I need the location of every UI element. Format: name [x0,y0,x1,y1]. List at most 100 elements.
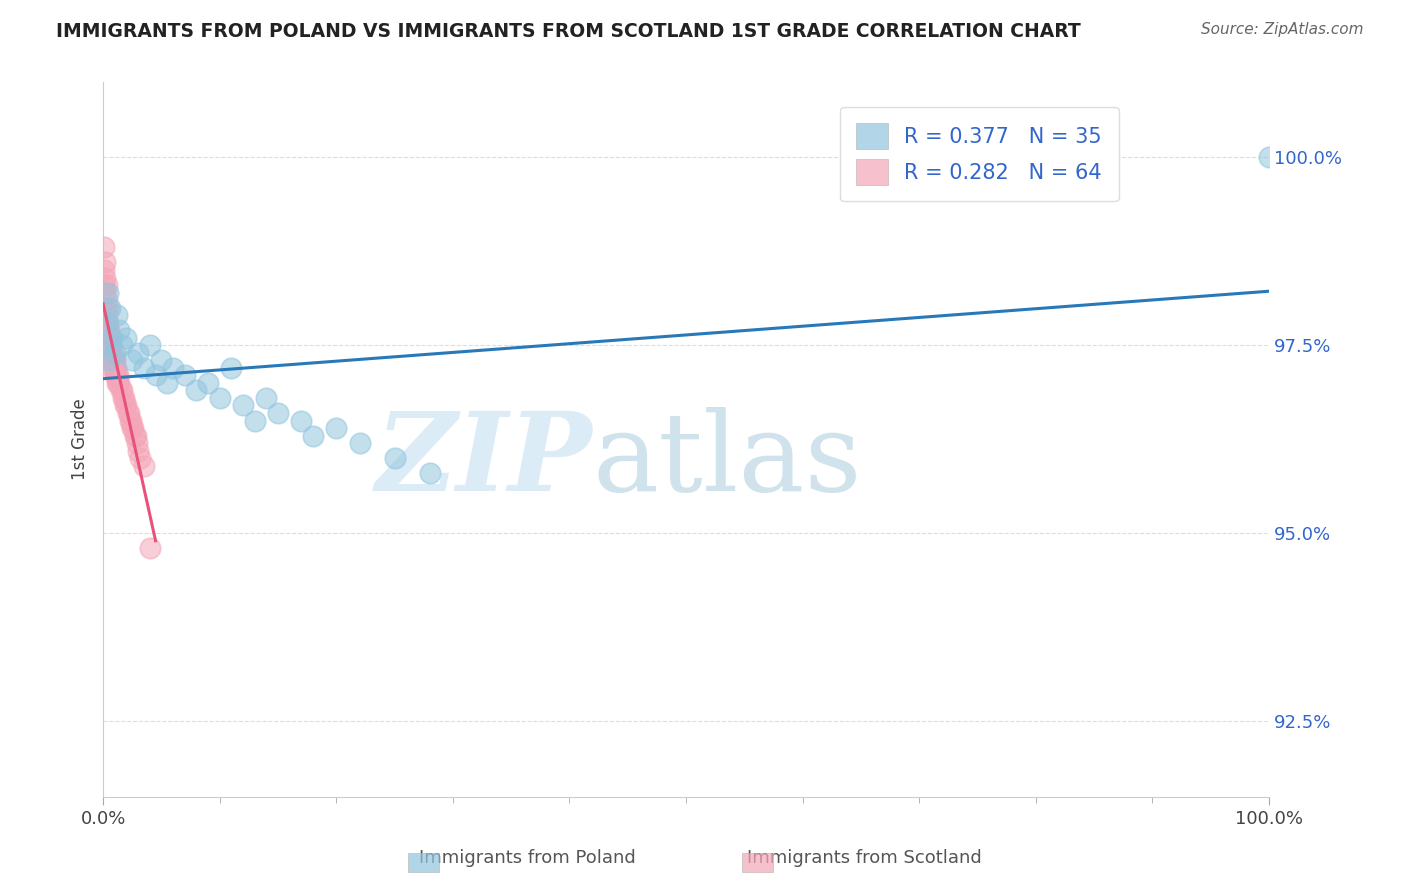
Point [101,353,124,368]
Point [104,353,127,368]
Point [97,346,120,360]
Point [96,323,118,337]
Point [254,391,277,405]
Text: IMMIGRANTS FROM POLAND VS IMMIGRANTS FROM SCOTLAND 1ST GRADE CORRELATION CHART: IMMIGRANTS FROM POLAND VS IMMIGRANTS FRO… [56,22,1081,41]
Point [173,368,195,383]
Point [94,255,117,269]
Point [100,338,122,352]
Point [125,428,148,442]
Point [232,399,254,413]
Point [243,413,266,427]
Point [101,346,124,360]
Point [104,360,127,375]
Point [97,285,120,300]
Point [97,316,120,330]
Point [267,406,290,420]
Y-axis label: 1st Grade: 1st Grade [72,399,89,480]
Point [100,353,122,368]
Point [97,338,120,352]
Point [1258,150,1281,164]
Point [208,391,231,405]
Point [94,285,117,300]
Point [101,331,124,345]
Point [117,406,139,420]
Point [186,384,208,398]
Point [97,338,120,352]
Point [97,331,120,345]
Point [114,399,136,413]
Legend: R = 0.377   N = 35, R = 0.282   N = 64: R = 0.377 N = 35, R = 0.282 N = 64 [839,107,1119,202]
Point [197,376,219,390]
Point [156,376,179,390]
Point [103,360,125,375]
Point [94,338,117,352]
Point [120,413,142,427]
Point [302,428,325,442]
Point [105,368,128,383]
Point [101,360,124,375]
Point [111,338,134,352]
Point [108,376,131,390]
Point [145,368,167,383]
Point [96,293,118,307]
Point [108,323,131,337]
Point [94,270,117,285]
Point [150,353,173,368]
Point [98,338,121,352]
Point [127,346,149,360]
Point [97,331,120,345]
Point [325,421,347,435]
Point [98,301,121,315]
Point [127,443,149,458]
Point [97,353,120,368]
Point [419,466,441,480]
Text: Source: ZipAtlas.com: Source: ZipAtlas.com [1201,22,1364,37]
Point [96,316,118,330]
Point [96,338,118,352]
Point [107,368,129,383]
Point [100,346,122,360]
Point [104,368,127,383]
Point [93,240,115,254]
Point [112,391,135,405]
Text: Immigrants from Scotland: Immigrants from Scotland [748,849,981,867]
Point [384,451,406,466]
Point [118,413,141,427]
Point [97,323,120,337]
Point [221,360,243,375]
Point [121,353,143,368]
Point [124,428,146,442]
Point [96,316,118,330]
Point [98,346,121,360]
Point [105,376,128,390]
Point [107,376,129,390]
Point [118,406,141,420]
Point [290,413,312,427]
Point [104,346,127,360]
Point [139,338,162,352]
Point [121,421,143,435]
Point [129,451,152,466]
Point [104,368,127,383]
Text: Immigrants from Poland: Immigrants from Poland [419,849,636,867]
Point [96,278,118,293]
Point [115,331,138,345]
Point [132,360,155,375]
Point [97,346,120,360]
Point [162,360,184,375]
Point [349,436,371,450]
Point [93,263,115,277]
Text: ZIP: ZIP [377,407,593,515]
Point [97,301,120,315]
Point [139,541,162,556]
Point [104,360,127,375]
Point [111,384,134,398]
Point [96,331,118,345]
Point [122,421,145,435]
Point [110,384,132,398]
Point [98,331,121,345]
Point [132,458,155,473]
Point [111,391,134,405]
Point [96,308,118,322]
Point [103,353,125,368]
